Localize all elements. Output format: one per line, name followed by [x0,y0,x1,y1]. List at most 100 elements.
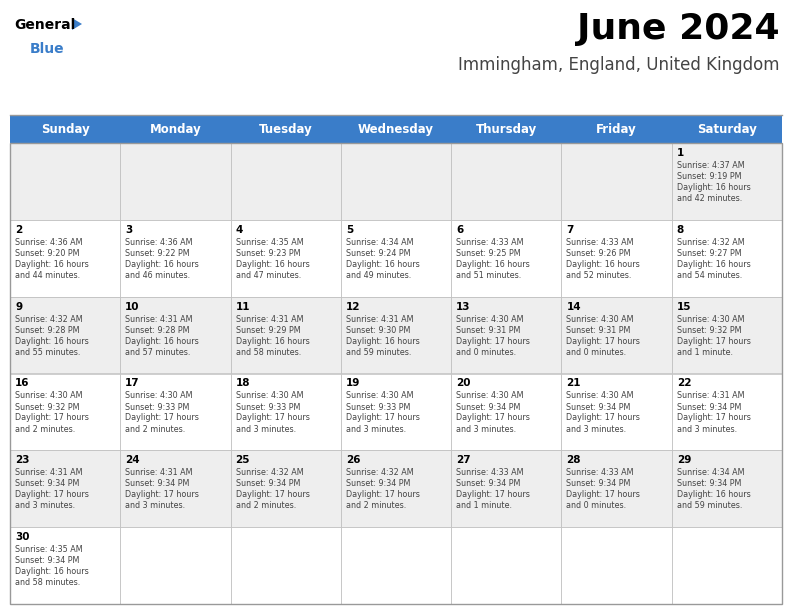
Bar [672,297,782,373]
Text: 26: 26 [346,455,360,465]
Text: Saturday: Saturday [697,122,757,135]
Text: 10: 10 [125,302,139,312]
Bar [562,143,672,220]
Text: and 49 minutes.: and 49 minutes. [346,271,411,280]
Text: Sunset: 9:34 PM: Sunset: 9:34 PM [676,403,741,411]
Text: Sunrise: 4:33 AM: Sunrise: 4:33 AM [456,468,524,477]
Text: 2: 2 [15,225,22,235]
Text: Sunrise: 4:36 AM: Sunrise: 4:36 AM [125,238,192,247]
Text: Daylight: 17 hours: Daylight: 17 hours [346,490,420,499]
Text: Daylight: 17 hours: Daylight: 17 hours [566,490,640,499]
Bar [120,450,230,527]
Bar [562,297,672,373]
Text: Daylight: 16 hours: Daylight: 16 hours [15,260,89,269]
Text: Sunset: 9:34 PM: Sunset: 9:34 PM [125,479,189,488]
Text: Daylight: 16 hours: Daylight: 16 hours [235,260,310,269]
Text: Sunrise: 4:37 AM: Sunrise: 4:37 AM [676,161,744,170]
Text: Sunset: 9:34 PM: Sunset: 9:34 PM [15,479,79,488]
Text: and 1 minute.: and 1 minute. [456,501,512,510]
Text: Sunset: 9:20 PM: Sunset: 9:20 PM [15,249,79,258]
Text: and 55 minutes.: and 55 minutes. [15,348,80,357]
Text: Daylight: 16 hours: Daylight: 16 hours [676,490,751,499]
Bar [230,143,341,220]
Text: Sunset: 9:31 PM: Sunset: 9:31 PM [456,326,520,335]
Text: Daylight: 17 hours: Daylight: 17 hours [676,337,751,346]
Text: and 3 minutes.: and 3 minutes. [676,425,737,433]
Bar [10,450,120,527]
Bar [10,297,120,373]
Text: and 47 minutes.: and 47 minutes. [235,271,301,280]
Text: Sunset: 9:19 PM: Sunset: 9:19 PM [676,172,741,181]
Bar [451,297,562,373]
Bar [10,373,120,450]
Bar [120,220,230,297]
Bar [341,220,451,297]
Bar [672,450,782,527]
Bar [10,527,120,604]
Bar [341,297,451,373]
Text: and 2 minutes.: and 2 minutes. [125,425,185,433]
Text: and 3 minutes.: and 3 minutes. [456,425,516,433]
Text: and 59 minutes.: and 59 minutes. [676,501,742,510]
Text: Sunrise: 4:31 AM: Sunrise: 4:31 AM [676,392,744,400]
Text: Daylight: 16 hours: Daylight: 16 hours [346,337,420,346]
Text: Daylight: 17 hours: Daylight: 17 hours [566,414,640,422]
Text: and 1 minute.: and 1 minute. [676,348,733,357]
Text: 22: 22 [676,378,691,389]
Text: Wednesday: Wednesday [358,122,434,135]
Text: 11: 11 [235,302,250,312]
Text: Sunset: 9:29 PM: Sunset: 9:29 PM [235,326,300,335]
Text: Daylight: 17 hours: Daylight: 17 hours [676,414,751,422]
Text: Sunrise: 4:35 AM: Sunrise: 4:35 AM [235,238,303,247]
Text: Tuesday: Tuesday [259,122,313,135]
Text: Sunrise: 4:30 AM: Sunrise: 4:30 AM [566,392,634,400]
Text: Daylight: 16 hours: Daylight: 16 hours [125,337,199,346]
Bar [341,450,451,527]
Text: and 0 minutes.: and 0 minutes. [456,348,516,357]
Bar [451,143,562,220]
Bar [672,220,782,297]
Text: Sunset: 9:34 PM: Sunset: 9:34 PM [346,479,410,488]
Text: Monday: Monday [150,122,201,135]
Text: and 3 minutes.: and 3 minutes. [566,425,626,433]
Bar [451,527,562,604]
Text: Daylight: 17 hours: Daylight: 17 hours [125,414,199,422]
Text: Sunrise: 4:32 AM: Sunrise: 4:32 AM [15,315,82,324]
Text: 5: 5 [346,225,353,235]
Text: and 2 minutes.: and 2 minutes. [15,425,75,433]
Bar [10,115,782,143]
Bar [230,450,341,527]
Text: Immingham, England, United Kingdom: Immingham, England, United Kingdom [459,56,780,74]
Text: Daylight: 16 hours: Daylight: 16 hours [676,260,751,269]
Text: Sunrise: 4:30 AM: Sunrise: 4:30 AM [676,315,744,324]
Bar [451,373,562,450]
Text: Sunrise: 4:30 AM: Sunrise: 4:30 AM [456,315,524,324]
Text: Daylight: 17 hours: Daylight: 17 hours [346,414,420,422]
Text: Sunrise: 4:32 AM: Sunrise: 4:32 AM [676,238,744,247]
Bar [230,527,341,604]
Bar [120,527,230,604]
Text: Sunset: 9:32 PM: Sunset: 9:32 PM [15,403,79,411]
Bar [10,143,782,604]
Text: Sunrise: 4:31 AM: Sunrise: 4:31 AM [125,315,192,324]
Text: 8: 8 [676,225,684,235]
Text: 28: 28 [566,455,581,465]
Text: 30: 30 [15,532,29,542]
Text: Sunset: 9:34 PM: Sunset: 9:34 PM [676,479,741,488]
Bar [672,143,782,220]
Text: and 3 minutes.: and 3 minutes. [125,501,185,510]
Text: Sunset: 9:34 PM: Sunset: 9:34 PM [566,403,630,411]
Bar [120,297,230,373]
Bar [120,143,230,220]
Text: Sunrise: 4:31 AM: Sunrise: 4:31 AM [346,315,413,324]
Text: Sunset: 9:27 PM: Sunset: 9:27 PM [676,249,741,258]
Text: and 0 minutes.: and 0 minutes. [566,501,626,510]
Text: Sunrise: 4:30 AM: Sunrise: 4:30 AM [235,392,303,400]
Text: Sunrise: 4:33 AM: Sunrise: 4:33 AM [566,238,634,247]
Text: and 2 minutes.: and 2 minutes. [235,501,296,510]
Text: Sunrise: 4:34 AM: Sunrise: 4:34 AM [346,238,413,247]
Text: 16: 16 [15,378,29,389]
Text: 7: 7 [566,225,573,235]
Text: Daylight: 17 hours: Daylight: 17 hours [125,490,199,499]
Text: and 52 minutes.: and 52 minutes. [566,271,632,280]
